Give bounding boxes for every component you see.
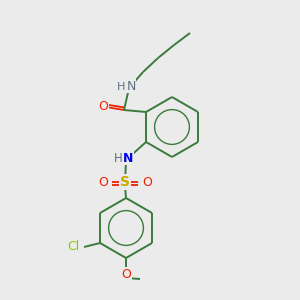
Text: S: S bbox=[120, 175, 130, 189]
Text: Cl: Cl bbox=[67, 241, 79, 254]
Text: O: O bbox=[98, 176, 108, 188]
Text: O: O bbox=[98, 100, 108, 113]
Text: O: O bbox=[142, 176, 152, 188]
Text: O: O bbox=[121, 268, 131, 281]
Text: N: N bbox=[123, 152, 133, 164]
Text: H: H bbox=[114, 152, 122, 166]
Text: H: H bbox=[117, 82, 125, 92]
Text: N: N bbox=[126, 80, 136, 92]
